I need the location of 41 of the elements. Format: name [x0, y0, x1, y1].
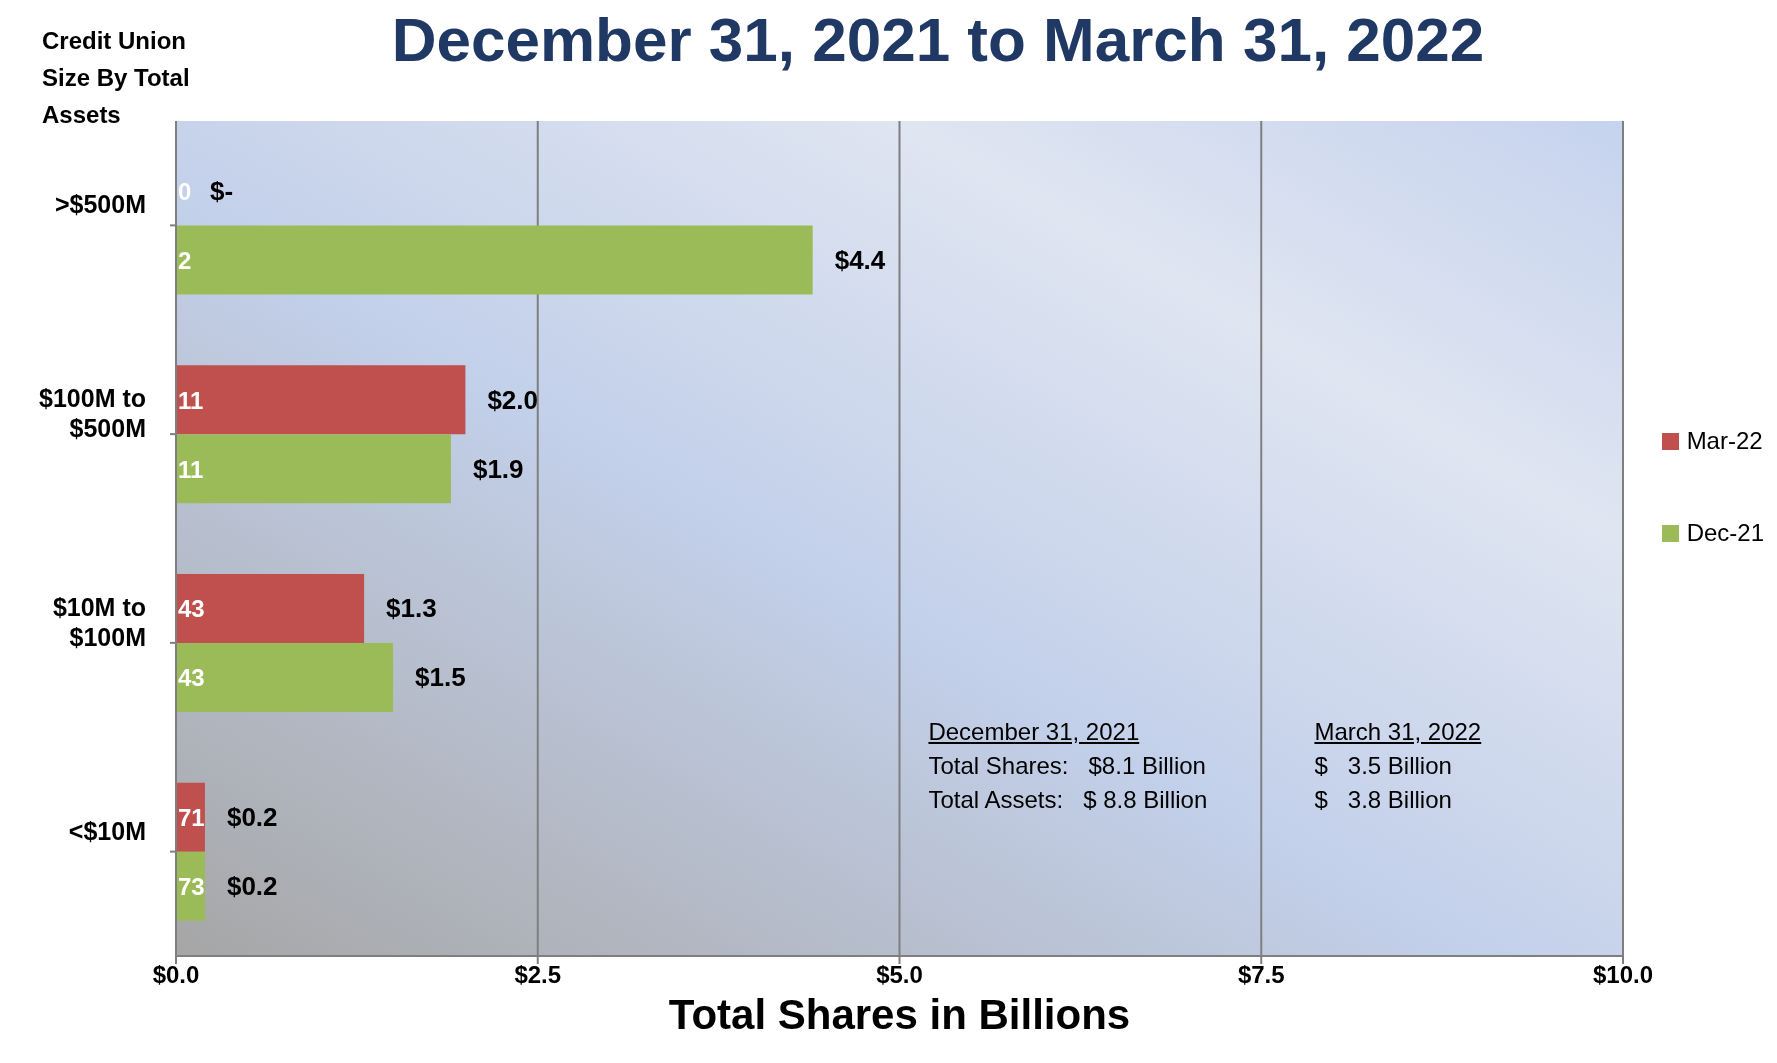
annotation: 43: [178, 664, 205, 692]
x-tick-label: $0.0: [152, 961, 200, 989]
y-tick-label: $100M to $500M: [39, 384, 146, 443]
data-label: $1.3: [386, 593, 437, 624]
x-axis-title: Total Shares in Billions: [667, 991, 1132, 1039]
x-tick-label: $5.0: [876, 961, 923, 989]
data-label: $0.2: [226, 871, 278, 902]
legend-label: Dec-21: [1686, 519, 1764, 547]
annotation: $ 3.5 Billion: [1314, 752, 1453, 781]
y-tick-label: >$500M: [54, 190, 146, 219]
annotation: 0: [178, 177, 192, 205]
y-tick-label: $10M to $100M: [52, 592, 146, 651]
annotation: December 31, 2021: [928, 718, 1141, 747]
annotation: Total Shares: $8.1 Billion: [928, 752, 1207, 781]
data-label: $4.4: [834, 244, 886, 275]
x-tick-label: $10.0: [1592, 961, 1654, 989]
data-label: $2.0: [487, 384, 539, 415]
annotation: 43: [178, 595, 205, 623]
annotation: 71: [178, 804, 205, 832]
y-axis-title: Credit Union Size By Total Assets: [42, 26, 191, 130]
bar: [176, 573, 365, 643]
annotation: 11: [178, 455, 204, 483]
annotation: Total Assets: $ 8.8 Billion: [928, 786, 1209, 815]
data-label: $1.5: [415, 662, 466, 693]
legend-label: Mar-22: [1686, 427, 1763, 455]
x-tick-label: $2.5: [514, 961, 562, 989]
bar: [176, 365, 466, 435]
annotation: 73: [178, 873, 205, 901]
data-label: $1.9: [472, 453, 524, 484]
x-tick-label: $7.5: [1237, 961, 1285, 989]
data-label: $-: [210, 175, 234, 206]
y-tick-label: <$10M: [68, 816, 146, 845]
annotation: 2: [178, 246, 192, 274]
chart-title: December 31, 2021 to March 31, 2022: [391, 5, 1485, 74]
annotation: $ 3.8 Billion: [1314, 786, 1453, 815]
annotation: 11: [178, 386, 204, 414]
bar: [176, 434, 451, 504]
data-label: $0.2: [226, 802, 278, 833]
bar: [176, 225, 813, 295]
bar: [176, 642, 394, 712]
annotation: March 31, 2022: [1314, 718, 1482, 747]
